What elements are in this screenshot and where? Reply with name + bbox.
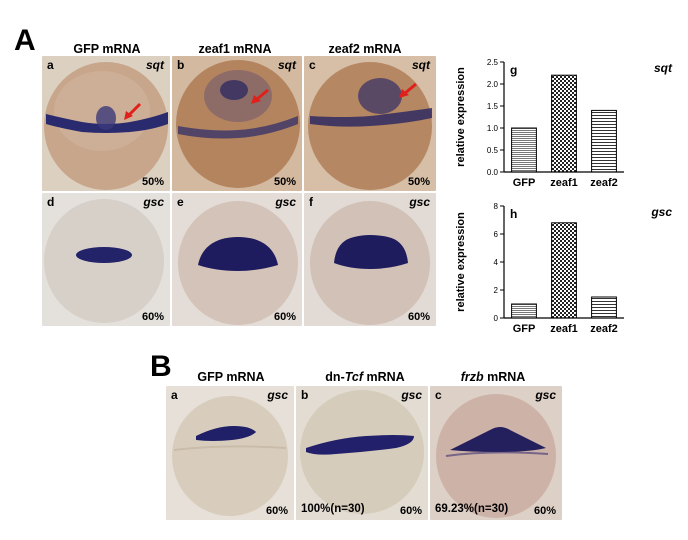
embryo-image-c: c sqt 50%	[304, 56, 436, 191]
heading-italic-text: frzb	[460, 370, 484, 384]
chart-gene-label: gsc	[650, 205, 672, 219]
embryo-image-d: d gsc 60%	[42, 193, 170, 326]
x-tick-label: zeaf1	[550, 177, 578, 189]
percent-label: 60%	[141, 311, 164, 323]
gene-label: gsc	[143, 195, 164, 209]
bar-chart-g: 0.0 0.5 1.0 1.5 2.0 2.5 GFP zeaf1 zeaf2 relative …	[455, 58, 673, 189]
image-label: f	[309, 195, 313, 209]
y-tick-label: 1.0	[487, 124, 499, 133]
y-tick-label: 0.0	[487, 168, 499, 177]
percent-label: 50%	[407, 176, 430, 188]
image-label: a	[47, 58, 54, 72]
embryo-image-b-b: b gsc 100%(n=30) 60%	[296, 386, 428, 520]
x-tick-label: zeaf2	[590, 177, 618, 189]
percent-label: 60%	[407, 311, 430, 323]
count-label: 69.23%(n=30)	[435, 503, 509, 515]
bar-gfp	[511, 303, 537, 319]
bar-zeaf1	[551, 74, 577, 173]
embryo-image-b-a: a gsc 60%	[166, 386, 294, 520]
panel-b-column-3-heading: frzb mRNA	[438, 370, 548, 384]
x-tick-label: zeaf1	[550, 323, 578, 335]
percent-label: 60%	[533, 505, 556, 517]
percent-label: 50%	[273, 176, 296, 188]
bar-zeaf1	[551, 222, 577, 319]
panel-a-column-2-heading: zeaf1 mRNA	[198, 42, 272, 56]
gene-label: sqt	[412, 58, 430, 72]
panel-a-column-1-heading: GFP mRNA	[73, 42, 141, 56]
y-tick-label: 2.5	[487, 58, 499, 67]
gene-label: gsc	[267, 388, 288, 402]
y-tick-label: 4	[494, 258, 499, 267]
bar-zeaf2	[591, 296, 617, 319]
heading-text: mRNA	[483, 370, 526, 384]
embryo-image-b-c: c gsc 69.23%(n=30) 60%	[430, 386, 562, 520]
count-label: 100%(n=30)	[301, 503, 365, 515]
panel-b-letter: B	[150, 350, 172, 383]
percent-label: 60%	[273, 311, 296, 323]
heading-text: dn-	[325, 370, 345, 384]
image-label: b	[301, 388, 309, 402]
x-tick-label: GFP	[513, 323, 536, 335]
gene-label: gsc	[401, 388, 422, 402]
gene-label: sqt	[146, 58, 164, 72]
chart-panel-label: h	[510, 207, 517, 221]
bar-chart-h: 0 2 4 6 8 GFP zeaf1 zeaf2 relative expression h gs…	[455, 202, 672, 335]
percent-label: 60%	[265, 505, 288, 517]
heading-italic-text: Tcf	[344, 370, 364, 384]
gene-label: gsc	[275, 195, 296, 209]
gene-label: sqt	[278, 58, 296, 72]
y-tick-label: 0.5	[487, 146, 499, 155]
embryo-image-e: e gsc 60%	[172, 193, 302, 326]
chart-gene-label: sqt	[654, 61, 673, 75]
bar-zeaf2	[591, 109, 617, 173]
x-tick-label: zeaf2	[590, 323, 618, 335]
heading-text: GFP mRNA	[197, 370, 265, 384]
image-label: e	[177, 195, 184, 209]
gene-label: gsc	[409, 195, 430, 209]
image-label: d	[47, 195, 55, 209]
chart-panel-label: g	[510, 63, 517, 77]
heading-text: mRNA	[363, 370, 405, 384]
x-tick-label: GFP	[513, 177, 536, 189]
embryo-image-a: a sqt 50%	[42, 56, 170, 191]
gene-label: gsc	[535, 388, 556, 402]
panel-a-column-3-heading: zeaf2 mRNA	[328, 42, 402, 56]
y-axis-label: relative expression	[455, 67, 467, 167]
y-tick-label: 2.0	[487, 80, 499, 89]
embryo-image-b: b sqt 50%	[172, 56, 302, 191]
y-tick-label: 1.5	[487, 102, 499, 111]
bar-gfp	[511, 127, 537, 173]
percent-label: 60%	[399, 505, 422, 517]
panel-b-column-1-heading: GFP mRNA	[176, 370, 286, 384]
percent-label: 50%	[141, 176, 164, 188]
y-axis-label: relative expression	[455, 212, 467, 312]
y-tick-label: 0	[494, 314, 499, 323]
y-tick-label: 6	[494, 230, 499, 239]
image-label: a	[171, 388, 178, 402]
embryo-image-f: f gsc 60%	[304, 193, 436, 326]
image-label: c	[435, 388, 442, 402]
panel-b-column-2-heading: dn-Tcf mRNA	[304, 370, 426, 384]
image-label: b	[177, 58, 185, 72]
y-tick-label: 8	[494, 202, 499, 211]
panel-a-letter: A	[14, 24, 36, 57]
image-label: c	[309, 58, 316, 72]
y-tick-label: 2	[494, 286, 499, 295]
